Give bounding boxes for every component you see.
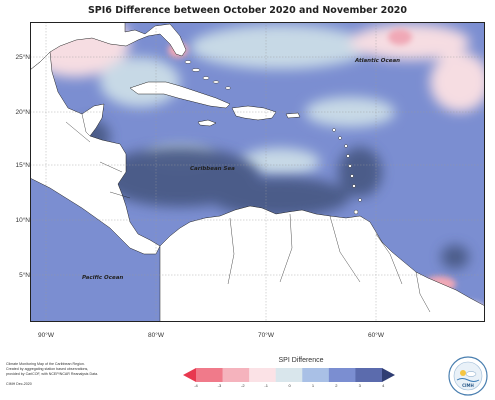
land-south-america (159, 205, 485, 322)
legend-ticks: -4 -3 -2 -1 0 1 2 3 4 (194, 383, 386, 391)
label-pacific-ocean: Pacific Ocean (82, 275, 123, 281)
cimh-logo: CIMH (448, 356, 488, 396)
legend-color-cell (302, 368, 330, 382)
legend-color-cell (355, 368, 383, 382)
legend-tick: 0 (288, 383, 291, 388)
legend-arrow-high (382, 368, 395, 382)
lon-label-60w: 60°W (368, 332, 384, 339)
land-cuba (129, 81, 231, 109)
land-hispaniola (231, 105, 277, 121)
legend-title: SPI Difference (278, 357, 324, 364)
land-lesser-antilles (332, 128, 362, 215)
pale-region-north-central (190, 25, 370, 69)
label-atlantic-ocean: Atlantic Ocean (354, 58, 400, 64)
pale-region-gulf-south (100, 57, 180, 107)
logo-wave-icon (456, 378, 480, 382)
map-frame (30, 22, 485, 322)
pale-region-caribbean-east (240, 148, 320, 176)
footer-line-2: Created by aggregating station based obs… (6, 367, 89, 371)
lat-label-10n: 10°N (15, 217, 30, 224)
footer-line-1: Climate Monitoring Map of the Caribbean … (6, 362, 85, 366)
lon-label-70w: 70°W (258, 332, 274, 339)
land-central-america (30, 51, 161, 255)
legend-tick: -3 (217, 383, 222, 388)
footer-line-3: provided by CariCOF, with NCEP/NCAR Rean… (6, 372, 99, 376)
legend-color-cell (222, 368, 250, 382)
legend-tick: 3 (358, 383, 361, 388)
logo-cloud-icon (465, 371, 477, 377)
legend-tick: -1 (264, 383, 268, 388)
footer-notes: Climate Monitoring Map of the Caribbean … (6, 362, 146, 387)
label-caribbean-sea: Caribbean Sea (190, 166, 235, 172)
land-puerto-rico (285, 112, 301, 119)
legend-tick: 2 (335, 383, 338, 388)
strong-positive-atlantic-east (441, 245, 469, 269)
lat-label-15n: 15°N (15, 162, 30, 169)
legend-color-cell (249, 368, 277, 382)
legend-color-cell (275, 368, 303, 382)
lat-label-5n: 5°N (19, 272, 30, 279)
legend-tick: 1 (311, 383, 315, 388)
footer-line-4: CIMH Dec-2020 (6, 382, 32, 386)
pale-region-atlantic-mid (305, 97, 395, 127)
legend-tick: -2 (241, 383, 245, 388)
legend-tick: 4 (382, 383, 385, 388)
legend-tick: -4 (194, 383, 198, 388)
lat-label-25n: 25°N (15, 54, 30, 61)
lat-label-20n: 20°N (15, 109, 30, 116)
legend-arrow-low (183, 368, 196, 382)
logo-sun-icon (460, 370, 466, 376)
logo-text: CIMH (462, 383, 474, 388)
strong-positive-lesser-antilles (338, 147, 382, 197)
land-bahamas (184, 60, 231, 90)
land-us-gulf-coast (30, 22, 187, 71)
legend-color-cell (196, 368, 223, 382)
spi-difference-map: Atlantic Ocean Caribbean Sea Pacific Oce… (30, 22, 485, 322)
land-jamaica (197, 119, 217, 127)
spi-legend-colorbar (183, 368, 395, 382)
map-title: SPI6 Difference between October 2020 and… (87, 5, 408, 16)
negative-spot-atlantic (388, 29, 412, 45)
lon-label-90w: 90°W (38, 332, 54, 339)
lon-label-80w: 80°W (148, 332, 164, 339)
pale-region-atlantic-ne (350, 24, 470, 60)
pale-region-atlantic-e (430, 52, 485, 112)
strong-positive-caribbean-central (210, 177, 350, 217)
legend-color-cell (328, 368, 356, 382)
